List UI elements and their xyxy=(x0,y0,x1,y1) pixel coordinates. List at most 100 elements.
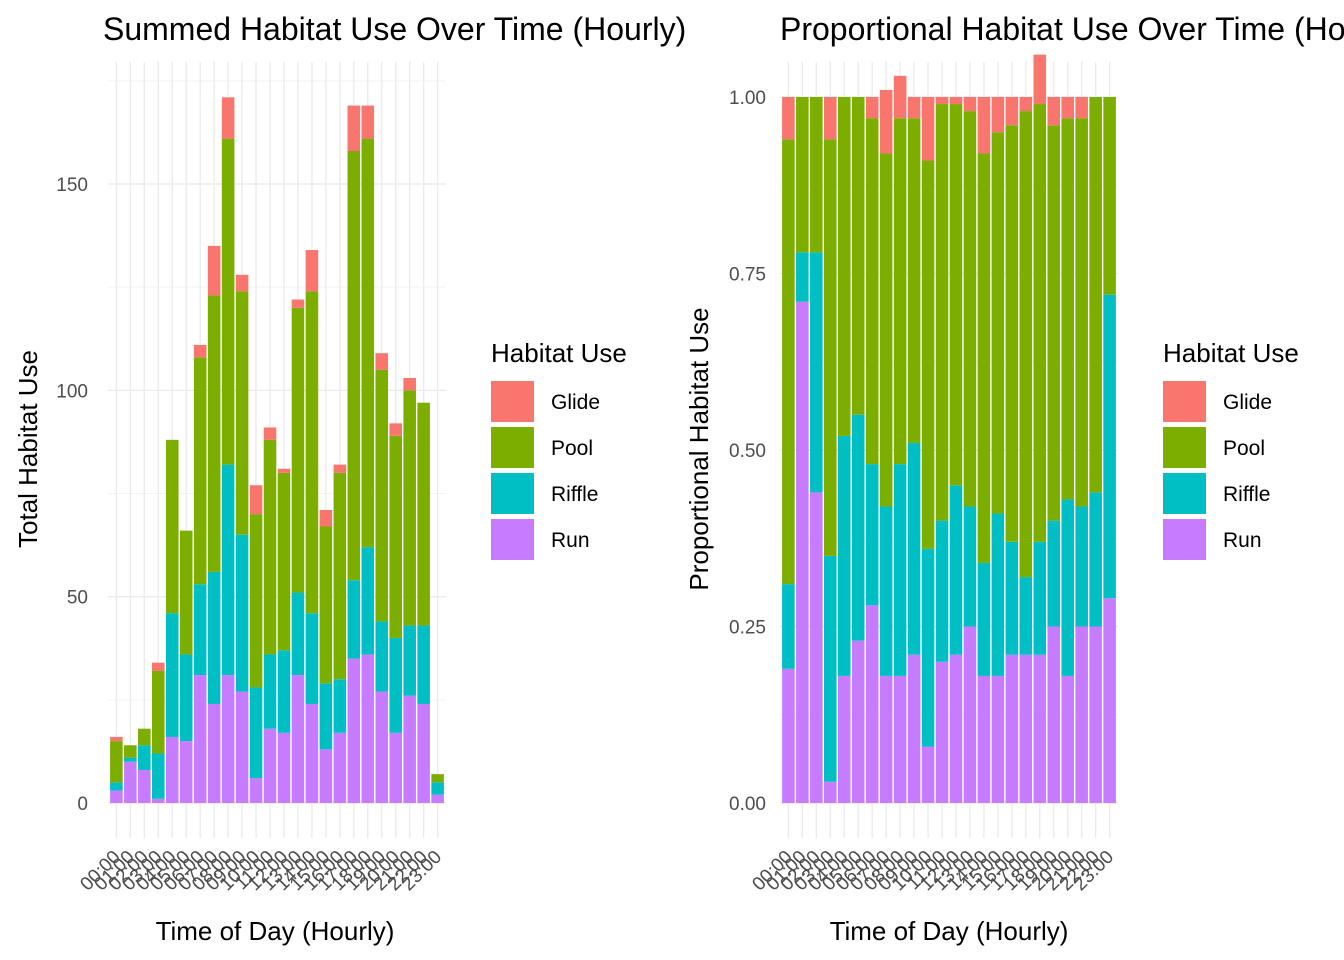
legend-key-run xyxy=(491,519,534,560)
legend-key-riffle xyxy=(1163,473,1206,514)
bar-pool-1800 xyxy=(361,138,375,548)
bar-run-0500 xyxy=(179,741,193,803)
bar-run-1800 xyxy=(361,654,375,803)
bar-riffle-0600 xyxy=(865,464,879,606)
bar-run-1300 xyxy=(291,675,305,803)
bar-run-0100 xyxy=(124,761,137,803)
bar-run-1500 xyxy=(319,749,333,803)
legend-key-glide xyxy=(491,381,534,422)
bar-pool-1000 xyxy=(921,160,935,549)
bar-riffle-1400 xyxy=(977,562,991,676)
bar-riffle-1000 xyxy=(249,687,263,779)
bar-riffle-1400 xyxy=(305,613,319,704)
bar-riffle-1000 xyxy=(921,548,935,747)
bar-pool-1300 xyxy=(963,111,977,507)
bar-pool-1100 xyxy=(935,104,949,521)
bar-pool-1700 xyxy=(1019,111,1033,578)
bar-glide-1900 xyxy=(1047,97,1061,126)
bar-pool-1900 xyxy=(375,369,389,622)
bar-run-0100 xyxy=(796,301,809,803)
bar-glide-0800 xyxy=(221,97,235,139)
bar-glide-0000 xyxy=(110,736,123,742)
bar-pool-0700 xyxy=(207,295,221,572)
legend-key-pool xyxy=(1163,427,1206,468)
bar-glide-0600 xyxy=(865,97,879,119)
bar-pool-0600 xyxy=(865,118,879,465)
bar-riffle-2100 xyxy=(403,625,416,696)
bar-run-1600 xyxy=(1005,654,1019,803)
bar-pool-0700 xyxy=(879,153,893,507)
bar-glide-1500 xyxy=(991,97,1005,133)
bar-glide-1000 xyxy=(921,97,935,161)
bar-run-0800 xyxy=(893,675,907,803)
bar-riffle-1800 xyxy=(1033,541,1047,655)
bar-riffle-1200 xyxy=(277,650,291,733)
bar-riffle-1100 xyxy=(263,654,277,729)
bar-glide-0300 xyxy=(151,662,165,671)
bar-run-0000 xyxy=(110,790,123,803)
bar-glide-1600 xyxy=(1005,97,1019,126)
y-tick-label: 150 xyxy=(56,175,88,196)
bar-glide-1100 xyxy=(263,427,277,440)
bar-riffle-0000 xyxy=(110,782,123,791)
bar-riffle-1700 xyxy=(347,580,361,659)
bar-riffle-0100 xyxy=(124,757,137,762)
bar-run-1500 xyxy=(991,675,1005,803)
bar-riffle-1500 xyxy=(991,513,1005,676)
bar-pool-1000 xyxy=(249,514,263,688)
panel-proportional: Proportional Habitat Use Over Time (Hour… xyxy=(684,11,1344,946)
bar-glide-2100 xyxy=(1075,97,1088,119)
plot-area-summed: 05010015000:0001:0002:0003:0004:0005:000… xyxy=(56,62,446,895)
bar-run-0800 xyxy=(221,675,235,803)
bar-riffle-1700 xyxy=(1019,577,1033,655)
bar-run-2000 xyxy=(1061,675,1075,803)
bar-pool-2000 xyxy=(389,435,403,638)
bar-pool-1500 xyxy=(319,526,333,684)
y-tick-label: 0.00 xyxy=(729,794,766,815)
bar-glide-1300 xyxy=(291,299,305,308)
y-tick-label: 50 xyxy=(67,588,88,609)
bar-glide-1500 xyxy=(319,510,333,527)
bar-pool-0300 xyxy=(823,139,837,556)
bar-glide-1200 xyxy=(277,468,291,473)
legend-label-run: Run xyxy=(551,529,590,552)
legend-key-run xyxy=(1163,519,1206,560)
bar-riffle-0300 xyxy=(151,753,165,799)
bar-riffle-1200 xyxy=(949,485,963,655)
bar-run-0700 xyxy=(879,675,893,803)
bar-pool-1300 xyxy=(291,307,305,593)
bar-riffle-1600 xyxy=(1005,541,1019,655)
bar-riffle-1900 xyxy=(1047,520,1061,627)
bar-pool-2000 xyxy=(1061,118,1075,500)
bar-glide-1200 xyxy=(949,97,963,105)
bar-run-1700 xyxy=(1019,654,1033,803)
legend-key-pool xyxy=(491,427,534,468)
bar-riffle-2100 xyxy=(1075,506,1088,627)
plot-area-proportional: 0.000.250.500.751.0000:0001:0002:0003:00… xyxy=(729,54,1118,895)
bar-pool-1900 xyxy=(1047,125,1061,521)
bar-run-0500 xyxy=(851,640,865,803)
bar-pool-2200 xyxy=(1089,97,1102,493)
legend-key-glide xyxy=(1163,381,1206,422)
bar-run-2000 xyxy=(389,732,403,803)
bar-riffle-0900 xyxy=(235,534,249,692)
bar-glide-1900 xyxy=(375,353,389,370)
bar-run-0400 xyxy=(165,736,179,803)
bar-riffle-0700 xyxy=(879,506,893,676)
bar-pool-1400 xyxy=(305,291,319,614)
bar-pool-0800 xyxy=(221,138,235,465)
bar-glide-1800 xyxy=(361,105,375,139)
legend-title: Habitat Use xyxy=(1163,338,1299,368)
bar-run-1800 xyxy=(1033,654,1047,803)
bar-glide-1100 xyxy=(935,97,949,105)
bar-glide-0700 xyxy=(879,89,893,154)
legend-summed: Habitat Use Glide Pool Riffle Run xyxy=(491,338,627,560)
bar-pool-0500 xyxy=(179,530,193,655)
bar-run-1400 xyxy=(977,675,991,803)
bar-glide-0900 xyxy=(907,97,921,119)
bar-run-0200 xyxy=(810,492,823,803)
legend-label-riffle: Riffle xyxy=(551,483,598,506)
bar-riffle-0200 xyxy=(810,252,823,493)
bar-riffle-0000 xyxy=(782,584,795,669)
bar-glide-1700 xyxy=(1019,97,1033,112)
